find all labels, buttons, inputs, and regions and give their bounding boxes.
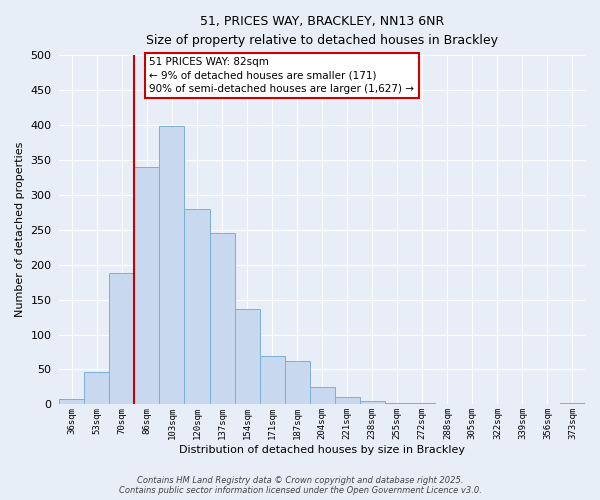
Bar: [360, 401, 385, 404]
Bar: [335, 398, 360, 404]
Bar: [560, 403, 585, 404]
Text: 51 PRICES WAY: 82sqm
← 9% of detached houses are smaller (171)
90% of semi-detac: 51 PRICES WAY: 82sqm ← 9% of detached ho…: [149, 57, 415, 94]
Bar: [59, 399, 85, 404]
Bar: [85, 372, 109, 404]
Y-axis label: Number of detached properties: Number of detached properties: [15, 142, 25, 318]
Bar: [260, 356, 284, 405]
Text: Contains HM Land Registry data © Crown copyright and database right 2025.
Contai: Contains HM Land Registry data © Crown c…: [119, 476, 481, 495]
X-axis label: Distribution of detached houses by size in Brackley: Distribution of detached houses by size …: [179, 445, 465, 455]
Bar: [235, 308, 260, 404]
Bar: [134, 167, 160, 404]
Title: 51, PRICES WAY, BRACKLEY, NN13 6NR
Size of property relative to detached houses : 51, PRICES WAY, BRACKLEY, NN13 6NR Size …: [146, 15, 498, 47]
Bar: [310, 387, 335, 404]
Bar: [385, 403, 410, 404]
Bar: [410, 403, 435, 404]
Bar: [284, 361, 310, 405]
Bar: [184, 209, 209, 404]
Bar: [109, 273, 134, 404]
Bar: [160, 126, 184, 404]
Bar: [209, 232, 235, 404]
